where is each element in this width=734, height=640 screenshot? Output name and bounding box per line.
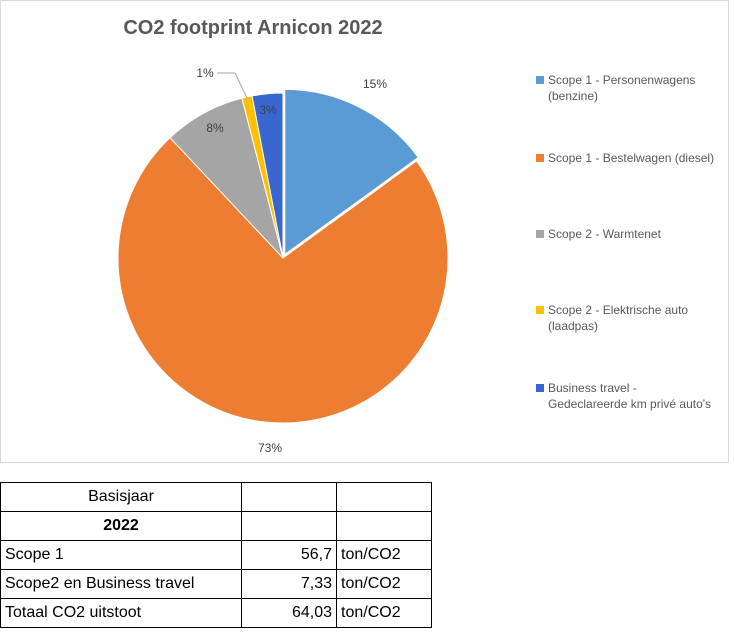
chart: CO2 footprint Arnicon 2022 15% 73% 8% 1% 3%: [0, 0, 729, 463]
table-cell: [241, 482, 337, 512]
legend-item: Scope 1 - Bestelwagen (diesel): [536, 150, 718, 166]
summary-table: Basisjaar 2022 Scope 1 56,7 ton/CO2 Scope2 …: [0, 482, 432, 628]
legend-swatch: [536, 306, 544, 314]
table-cell: Basisjaar: [0, 482, 242, 512]
pie-slice: [284, 88, 420, 256]
legend-label: Scope 2 - Warmtenet: [548, 227, 661, 241]
legend-label: Scope 1 - Bestelwagen (diesel): [548, 151, 715, 165]
table-row: Scope2 en Business travel 7,33 ton/CO2: [0, 569, 432, 599]
table-cell: [336, 511, 432, 541]
table-cell: 64,03: [241, 598, 337, 628]
table-row: Totaal CO2 uitstoot 64,03 ton/CO2: [0, 598, 432, 628]
legend-swatch: [536, 230, 544, 238]
legend-swatch: [536, 154, 544, 162]
table-cell: 2022: [0, 511, 242, 541]
table-cell: Totaal CO2 uitstoot: [0, 598, 242, 628]
table-row: Basisjaar: [0, 482, 432, 512]
legend-swatch: [536, 384, 544, 392]
table-row: 2022: [0, 511, 432, 541]
table-cell: ton/CO2: [336, 540, 432, 570]
legend-item: Scope 2 - Elektrische auto (laadpas): [536, 302, 718, 334]
table-cell: [241, 511, 337, 541]
legend-item: Scope 1 - Personenwagens (benzine): [536, 72, 718, 104]
table-cell: 56,7: [241, 540, 337, 570]
legend-label: Scope 2 - Elektrische auto (laadpas): [548, 303, 689, 333]
legend-swatch: [536, 76, 544, 84]
pie-slice: [251, 92, 284, 259]
table-cell: ton/CO2: [336, 598, 432, 628]
data-label: 8%: [206, 121, 224, 135]
table-cell: [336, 482, 432, 512]
legend-item: Business travel - Gedeclareerde km privé…: [536, 380, 718, 412]
table-cell: Scope2 en Business travel: [0, 569, 242, 599]
table-cell: Scope 1: [0, 540, 242, 570]
chart-title: CO2 footprint Arnicon 2022: [123, 17, 382, 39]
table-cell: ton/CO2: [336, 569, 432, 599]
legend-label: Business travel - Gedeclareerde km privé…: [548, 381, 712, 411]
data-label: 1%: [196, 66, 214, 80]
pie-slice: [117, 137, 449, 424]
legend-item: Scope 2 - Warmtenet: [536, 226, 718, 242]
data-label: 15%: [363, 77, 387, 91]
legend-label: Scope 1 - Personenwagens (benzine): [548, 73, 696, 103]
data-label: 3%: [259, 103, 277, 117]
leader-line: [217, 72, 248, 100]
table-row: Scope 1 56,7 ton/CO2: [0, 540, 432, 570]
table-cell: 7,33: [241, 569, 337, 599]
data-label: 73%: [258, 441, 282, 455]
